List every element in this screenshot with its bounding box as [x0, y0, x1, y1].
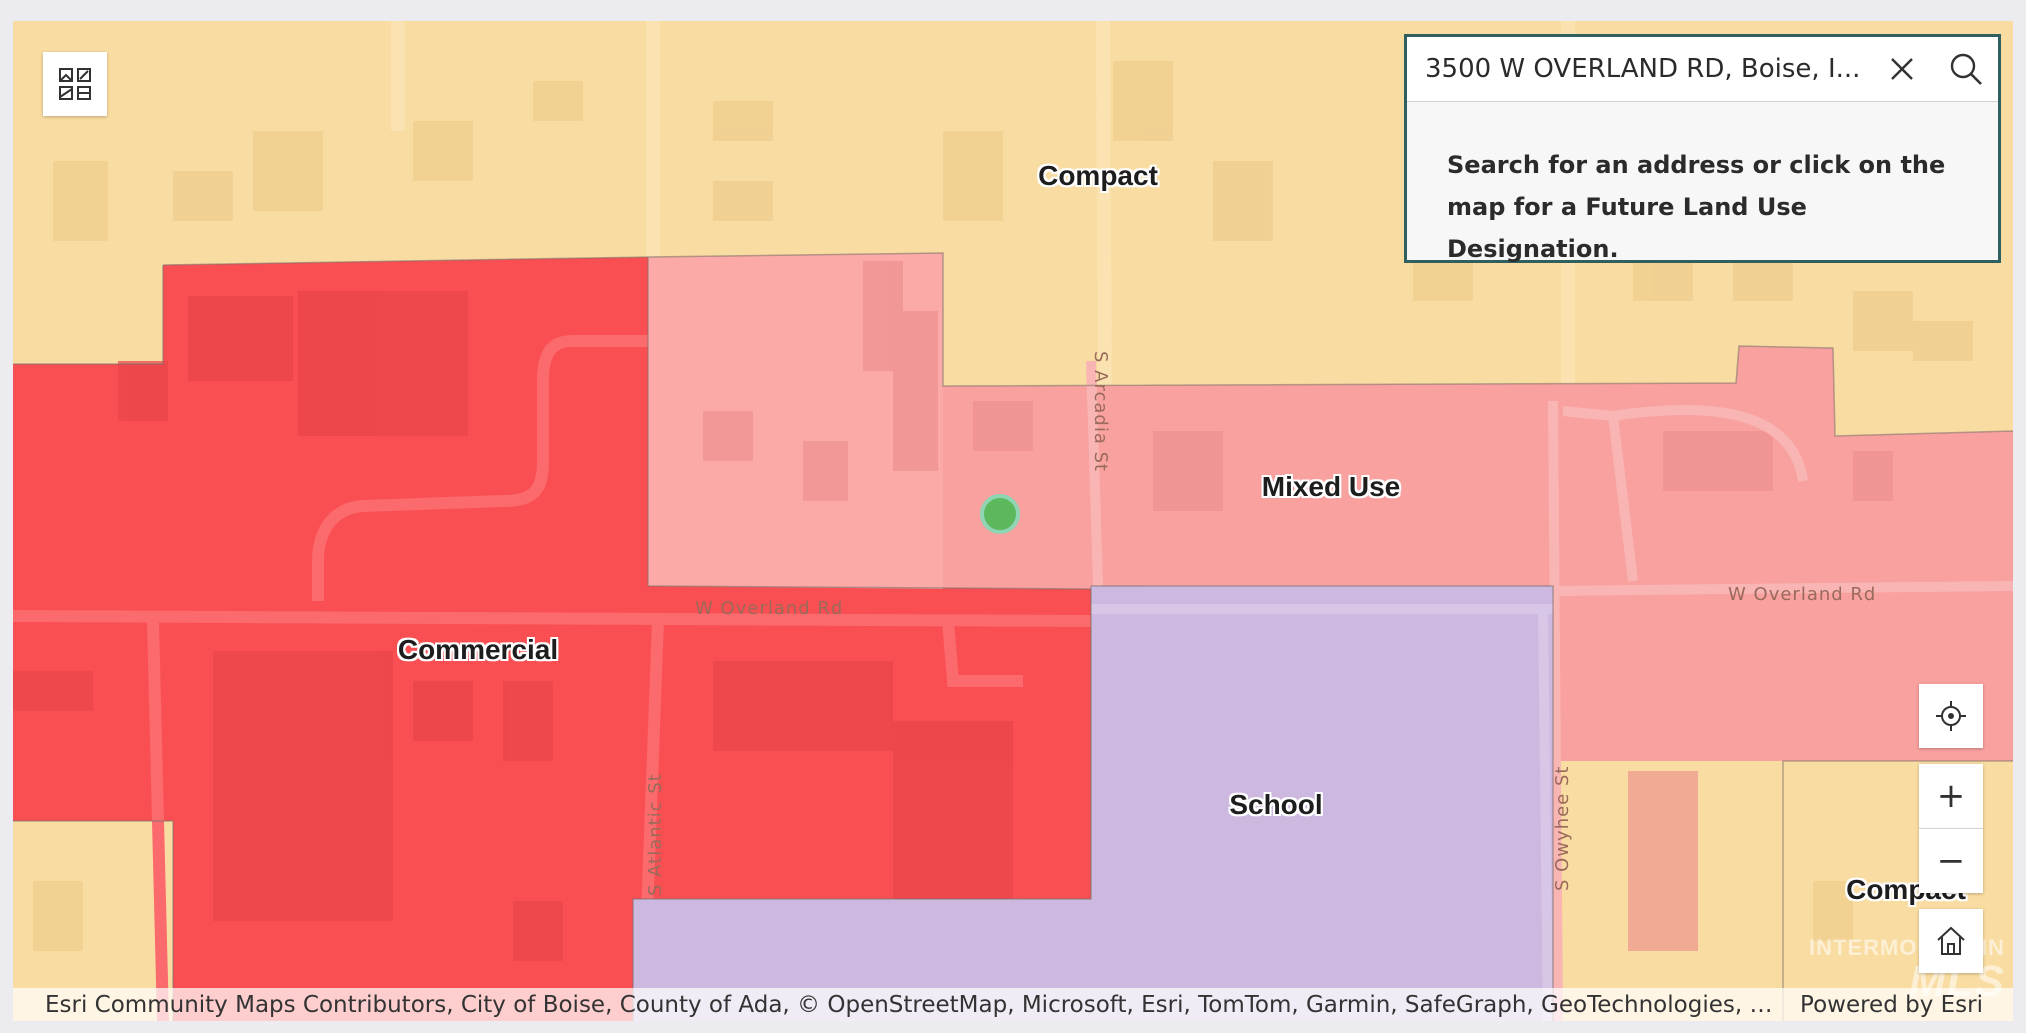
search-input[interactable]: 3500 W OVERLAND RD, Boise, I... [1425, 54, 1861, 84]
basemap-gallery-icon [59, 68, 91, 100]
zone-label-commercial: Commercial [397, 634, 559, 665]
location-marker[interactable] [980, 494, 1020, 534]
clear-search-button[interactable] [1870, 37, 1934, 101]
zone-label-school: School [1229, 789, 1323, 820]
street-label-overland-west: W Overland Rd [695, 598, 844, 619]
street-label-overland-east: W Overland Rd [1728, 584, 1877, 605]
zoom-out-icon: − [1936, 841, 1966, 881]
close-icon [1891, 58, 1913, 80]
attribution-bar: Esri Community Maps Contributors, City o… [13, 988, 2013, 1021]
zoom-out-button[interactable]: − [1919, 829, 1983, 893]
powered-by-esri[interactable]: Powered by Esri [1800, 991, 1983, 1018]
building-footprints [33, 61, 1973, 951]
mixed-use-buildings [703, 261, 1893, 951]
home-button[interactable] [1919, 909, 1983, 973]
search-button[interactable] [1934, 37, 1998, 101]
zone-outlines [13, 252, 2013, 1021]
school-roads [1091, 604, 1553, 1021]
street-label-arcadia: S Arcadia St [1090, 351, 1111, 473]
search-bar: 3500 W OVERLAND RD, Boise, I... [1407, 37, 1998, 102]
building-footprint [1813, 881, 1853, 941]
search-icon [1950, 53, 1982, 85]
land-use-layer[interactable] [13, 21, 2013, 1021]
basemap-gallery-button[interactable] [43, 52, 107, 116]
street-label-atlantic: S Atlantic St [645, 773, 666, 896]
zoom-in-button[interactable]: + [1919, 764, 1983, 829]
attribution-text[interactable]: Esri Community Maps Contributors, City o… [45, 991, 1777, 1018]
locate-button[interactable] [1919, 684, 1983, 748]
street-label-owyhee: S Owyhee St [1552, 765, 1573, 891]
search-instructions: Search for an address or click on the ma… [1407, 102, 1998, 263]
zone-label-compact: Compact [1038, 160, 1158, 191]
zone-label-mixed-use: Mixed Use [1261, 471, 1401, 502]
zone-school[interactable] [633, 586, 1553, 1021]
commercial-buildings [13, 291, 1013, 961]
mixed-use-roads [1086, 360, 2013, 1021]
search-widget: 3500 W OVERLAND RD, Boise, I... Search f… [1404, 34, 2001, 263]
home-icon [1937, 926, 1965, 955]
zoom-in-icon: + [1936, 776, 1966, 816]
locate-icon [1936, 701, 1966, 731]
